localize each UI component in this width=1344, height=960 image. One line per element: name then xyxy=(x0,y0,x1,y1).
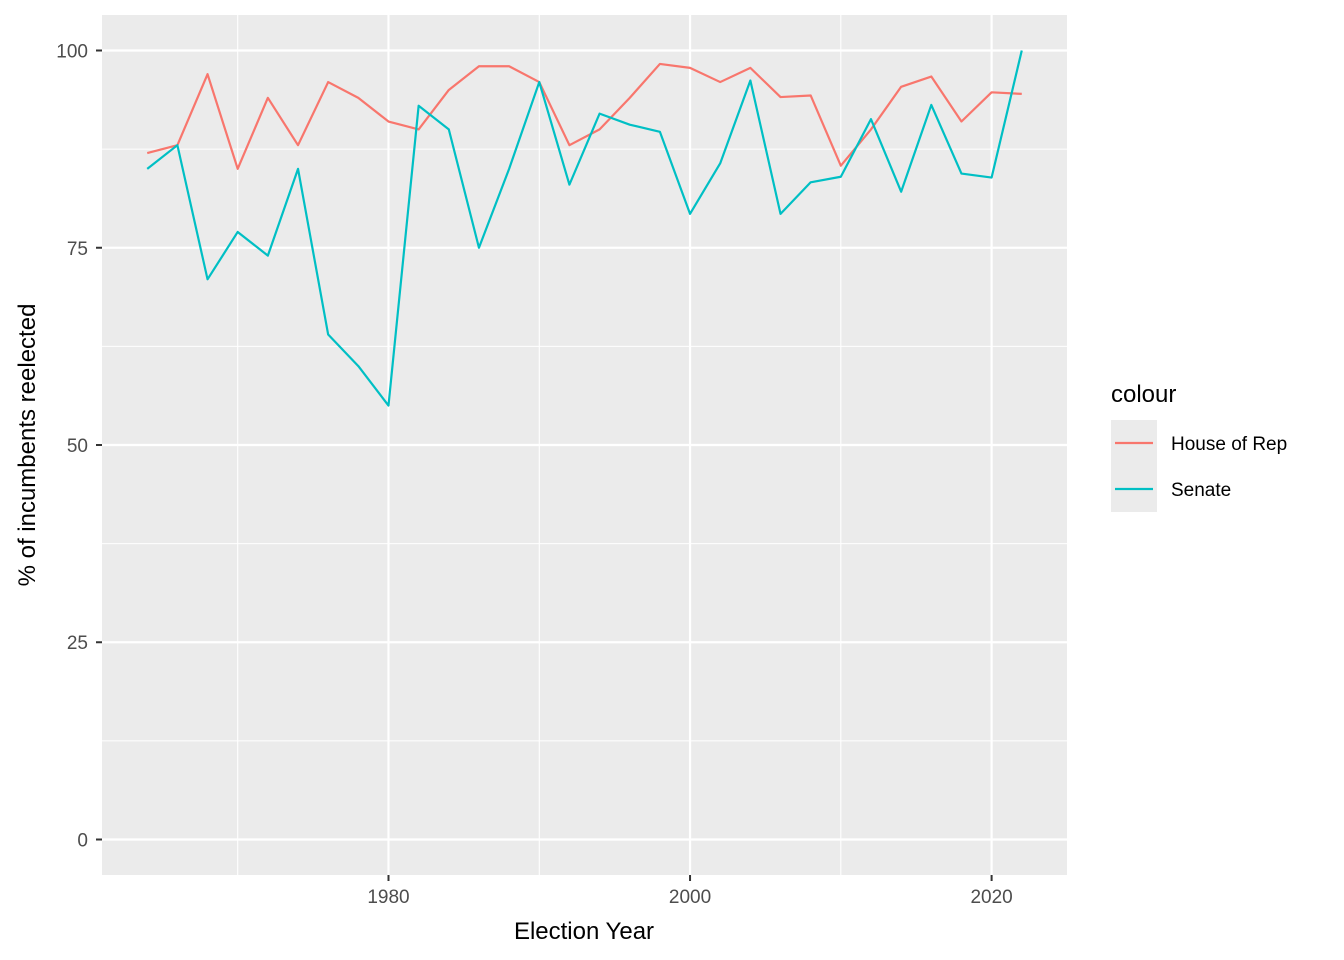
y-tick-label: 100 xyxy=(56,42,88,63)
grid-major xyxy=(102,15,1067,875)
legend-label-senate: Senate xyxy=(1171,480,1231,501)
y-tick-label: 50 xyxy=(67,436,88,457)
y-axis: 0 25 50 75 100 xyxy=(56,42,102,851)
x-tick-label: 1980 xyxy=(367,887,409,908)
legend-title: colour xyxy=(1111,381,1176,408)
x-axis: 1980 2000 2020 xyxy=(367,875,1013,908)
x-tick-label: 2020 xyxy=(970,887,1012,908)
y-axis-title: % of incumbents reelected xyxy=(14,304,41,587)
y-tick-label: 0 xyxy=(77,830,88,851)
y-tick-label: 25 xyxy=(67,633,88,654)
legend: colour House of Rep Senate xyxy=(1111,381,1287,512)
series-line-senate xyxy=(146,50,1023,407)
series-lines xyxy=(146,50,1023,407)
series-line-house-of-rep xyxy=(146,62,1022,170)
legend-label-house-of-rep: House of Rep xyxy=(1171,434,1287,455)
y-tick-label: 75 xyxy=(67,239,88,260)
x-tick-label: 2000 xyxy=(669,887,711,908)
x-axis-title: Election Year xyxy=(514,918,654,945)
